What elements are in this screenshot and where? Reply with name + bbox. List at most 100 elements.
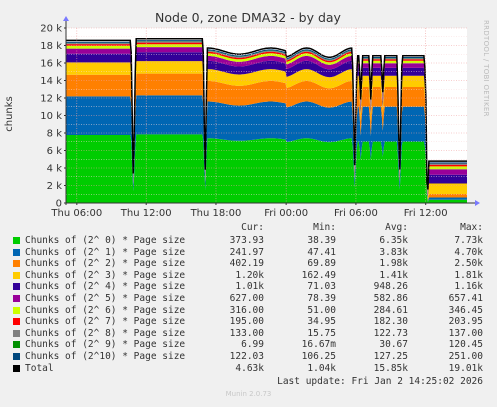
legend-row: Chunks of (2^ 6) * Page size 316.00 51.00 2… — [0, 305, 497, 317]
legend-avg-value: 122.73 — [373, 327, 408, 339]
legend-max-value: 2.50k — [454, 258, 483, 270]
legend-min-value: 16.67m — [301, 339, 336, 351]
legend-avg-value: 284.61 — [373, 304, 408, 316]
x-tick-label: Fri 06:00 — [334, 208, 378, 219]
legend-avg-value: 30.67 — [379, 339, 408, 351]
x-tick-label: Thu 18:00 — [190, 208, 242, 219]
y-tick-label: 14 k — [40, 76, 62, 87]
legend-min-value: 15.75 — [307, 327, 336, 339]
legend-max-header: Max: — [460, 222, 483, 233]
legend-cur-value: 1.01k — [235, 281, 264, 293]
legend-swatch — [13, 248, 20, 256]
x-tick-label: Thu 06:00 — [50, 208, 102, 219]
legend-avg-value: 127.25 — [373, 351, 408, 362]
legend-swatch — [13, 318, 20, 326]
legend-min-value: 69.89 — [307, 258, 336, 270]
legend-avg-value: 3.83k — [379, 246, 408, 258]
legend-max-value: 657.41 — [448, 293, 483, 304]
x-axis-arrow — [475, 200, 480, 206]
legend-cur-value: 627.00 — [229, 293, 264, 304]
legend-row: Chunks of (2^ 1) * Page size 241.97 47.41 3… — [0, 247, 497, 259]
legend-swatch — [13, 295, 20, 302]
legend-row: Chunks of (2^ 2) * Page size 402.19 69.89 1… — [0, 258, 497, 270]
legend-series-name: Chunks of (2^ 3) * Page size — [25, 269, 186, 281]
series-area-1 — [66, 95, 467, 202]
legend-cur-value: 122.03 — [229, 351, 264, 362]
legend-avg-value: 182.30 — [373, 316, 408, 328]
legend-min-value: 78.39 — [307, 293, 336, 304]
legend-series-name: Chunks of (2^ 8) * Page size — [25, 327, 186, 339]
legend-row: Chunks of (2^ 8) * Page size 133.00 15.75 1… — [0, 328, 497, 340]
legend-series-name: Chunks of (2^ 4) * Page size — [25, 281, 186, 293]
series-area-0 — [66, 134, 467, 203]
legend-row: Chunks of (2^10) * Page size 122.03 106.25… — [0, 351, 497, 363]
legend-min-value: 71.03 — [307, 281, 336, 293]
legend-series-name: Chunks of (2^10) * Page size — [25, 351, 186, 362]
legend-avg-header: Avg: — [385, 222, 408, 233]
legend-swatch — [13, 260, 20, 268]
legend-swatch — [13, 306, 20, 314]
legend-series-name: Chunks of (2^ 2) * Page size — [25, 258, 186, 270]
y-tick-label: 4 k — [47, 164, 63, 175]
legend-row: Chunks of (2^ 3) * Page size 1.20k 162.49 1… — [0, 270, 497, 282]
legend-row: Total 4.63k 1.04k 15.85k 19.01k — [0, 363, 497, 375]
legend-row: Chunks of (2^ 7) * Page size 195.00 34.95 1… — [0, 316, 497, 328]
legend-swatch — [13, 341, 20, 349]
legend-swatch — [13, 237, 20, 244]
legend-series-name: Chunks of (2^ 5) * Page size — [25, 293, 186, 304]
legend-avg-value: 1.41k — [379, 269, 408, 281]
legend-cur-value: 316.00 — [229, 304, 264, 316]
y-tick-label: 2 k — [47, 181, 63, 192]
legend-series-name: Chunks of (2^ 7) * Page size — [25, 316, 186, 328]
grid — [66, 27, 467, 204]
x-tick-label: Thu 12:00 — [120, 208, 172, 219]
x-tick-label: Fri 00:00 — [264, 208, 308, 219]
y-tick-label: 18 k — [40, 41, 62, 52]
x-tick-label: Fri 12:00 — [404, 208, 448, 219]
y-tick-label: 10 k — [40, 111, 62, 122]
legend-cur-value: 373.93 — [229, 235, 264, 246]
legend-swatch — [13, 364, 20, 372]
legend-cur-value: 4.63k — [235, 362, 264, 374]
legend-min-value: 1.04k — [307, 362, 336, 374]
legend-min-value: 106.25 — [301, 351, 336, 362]
y-tick-label: 12 k — [40, 94, 62, 105]
legend-cur-value: 241.97 — [229, 246, 264, 258]
legend-max-value: 19.01k — [448, 362, 483, 374]
legend-min-value: 162.49 — [301, 269, 336, 281]
legend-cur-value: 6.99 — [241, 339, 264, 351]
legend-series-name: Chunks of (2^ 9) * Page size — [25, 339, 186, 351]
legend-swatch — [13, 283, 20, 291]
legend-min-value: 51.00 — [307, 304, 336, 316]
y-axis-label: chunks — [4, 96, 15, 132]
legend-header: Cur: Min: Avg: Max: — [0, 222, 497, 234]
legend-series-name: Chunks of (2^ 6) * Page size — [25, 304, 186, 316]
legend-series-name: Chunks of (2^ 0) * Page size — [25, 235, 186, 246]
series-area-2 — [66, 73, 467, 202]
series-line-total — [66, 38, 467, 190]
legend-avg-value: 6.35k — [379, 235, 408, 246]
y-tick-label: 0 — [56, 199, 62, 210]
legend-series-name: Chunks of (2^ 1) * Page size — [25, 246, 186, 258]
legend-avg-value: 1.98k — [379, 258, 408, 270]
legend-row: Chunks of (2^ 4) * Page size 1.01k 71.03 94… — [0, 281, 497, 293]
legend-max-value: 203.95 — [448, 316, 483, 328]
y-tick-label: 8 k — [47, 129, 63, 140]
series-group — [66, 38, 467, 203]
legend-swatch — [13, 353, 20, 360]
y-tick-label: 16 k — [40, 59, 62, 70]
legend-min-value: 34.95 — [307, 316, 336, 328]
legend-max-value: 346.45 — [448, 304, 483, 316]
chart-title: Node 0, zone DMA32 - by day — [155, 10, 342, 25]
y-tick-label: 20 k — [40, 24, 62, 35]
legend-swatch — [13, 329, 20, 337]
legend-max-value: 251.00 — [448, 351, 483, 362]
legend-swatch — [13, 271, 20, 279]
legend-min-value: 47.41 — [307, 246, 336, 258]
legend-row: Chunks of (2^ 0) * Page size 373.93 38.39 6… — [0, 235, 497, 247]
legend-row: Chunks of (2^ 9) * Page size 6.99 16.67m 30… — [0, 339, 497, 351]
legend-cur-value: 195.00 — [229, 316, 264, 328]
legend-min-value: 38.39 — [307, 235, 336, 246]
legend-series-name: Total — [25, 362, 54, 374]
